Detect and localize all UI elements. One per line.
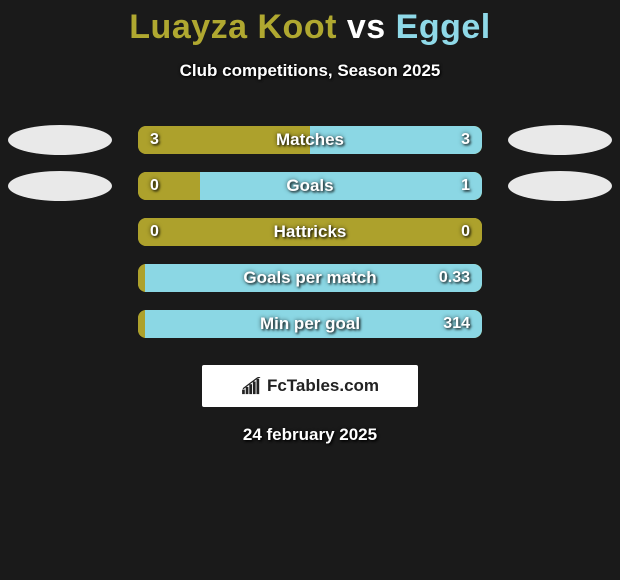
bar-fill-left	[138, 264, 145, 292]
stat-value-left: 3	[150, 126, 159, 154]
stat-bar: 00Hattricks	[138, 218, 482, 246]
attribution-text: FcTables.com	[267, 376, 379, 396]
bar-fill-right	[145, 264, 482, 292]
bar-fill-right	[310, 126, 482, 154]
bars-icon	[241, 377, 263, 395]
stat-value-right: 3	[461, 126, 470, 154]
team-marker-right	[508, 125, 612, 155]
title-vs: vs	[347, 8, 386, 46]
stat-value-right: 1	[461, 172, 470, 200]
stat-row: 314Min per goal	[0, 301, 620, 347]
date-text: 24 february 2025	[0, 425, 620, 445]
stat-value-right: 314	[443, 310, 470, 338]
subtitle: Club competitions, Season 2025	[0, 61, 620, 81]
stat-bar: 01Goals	[138, 172, 482, 200]
page-title: Luayza Koot vs Eggel	[0, 8, 620, 47]
bar-fill-left	[138, 310, 145, 338]
team-marker-left	[8, 125, 112, 155]
stat-bar: 33Matches	[138, 126, 482, 154]
stat-row: 33Matches	[0, 117, 620, 163]
stat-row: 01Goals	[0, 163, 620, 209]
bar-fill-left	[138, 126, 310, 154]
attribution-badge: FcTables.com	[202, 365, 418, 407]
bar-fill-left	[138, 218, 482, 246]
stat-value-left: 0	[150, 172, 159, 200]
comparison-infographic: Luayza Koot vs Eggel Club competitions, …	[0, 0, 620, 445]
team-marker-left	[8, 171, 112, 201]
title-player1: Luayza Koot	[129, 8, 337, 46]
bar-fill-right	[200, 172, 482, 200]
title-player2: Eggel	[396, 8, 491, 46]
stat-value-left: 0	[150, 218, 159, 246]
bar-fill-right	[145, 310, 482, 338]
stat-rows: 33Matches01Goals00Hattricks0.33Goals per…	[0, 117, 620, 347]
team-marker-right	[508, 171, 612, 201]
stat-bar: 314Min per goal	[138, 310, 482, 338]
stat-value-right: 0	[461, 218, 470, 246]
stat-row: 0.33Goals per match	[0, 255, 620, 301]
stat-bar: 0.33Goals per match	[138, 264, 482, 292]
stat-value-right: 0.33	[439, 264, 470, 292]
bar-fill-left	[138, 172, 200, 200]
stat-row: 00Hattricks	[0, 209, 620, 255]
